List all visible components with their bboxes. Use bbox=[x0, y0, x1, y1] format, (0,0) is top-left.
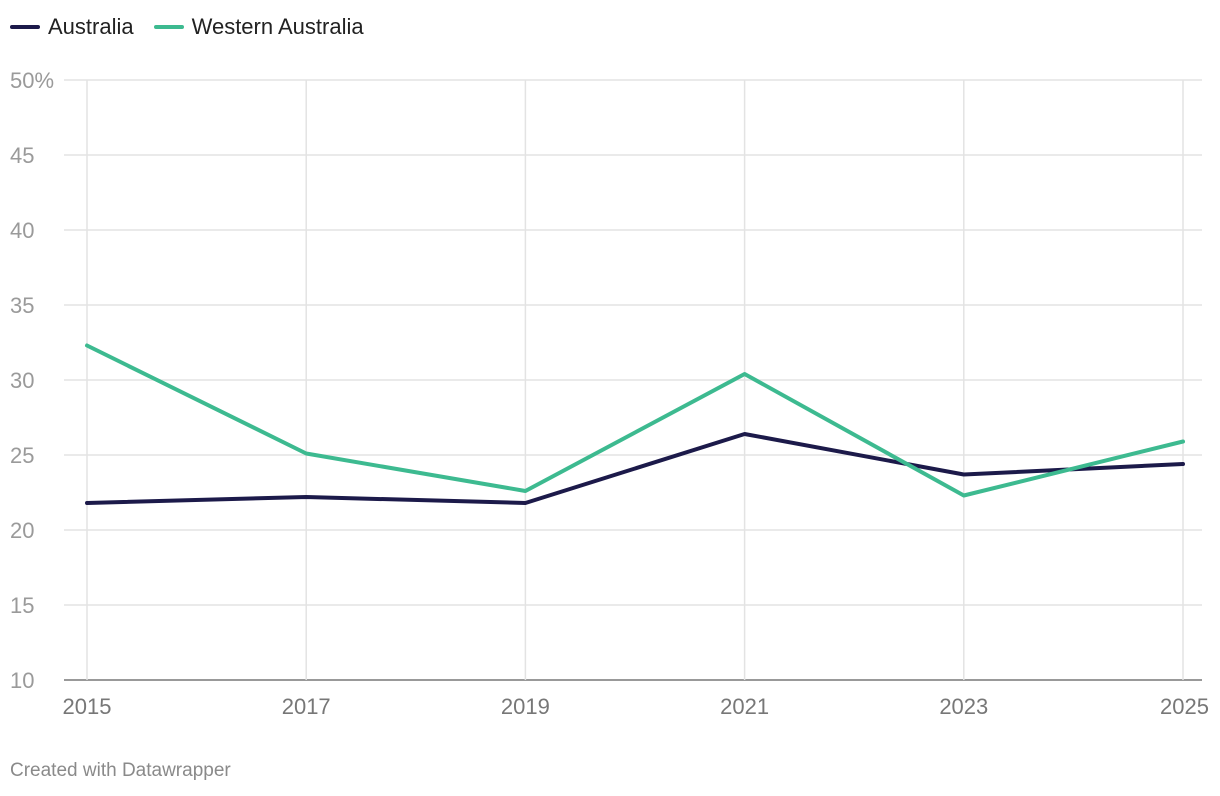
x-tick-label: 2023 bbox=[939, 694, 988, 719]
x-tick-label: 2017 bbox=[282, 694, 331, 719]
x-tick-label: 2019 bbox=[501, 694, 550, 719]
grid bbox=[64, 79, 1202, 681]
x-tick-label: 2021 bbox=[720, 694, 769, 719]
y-tick-label: 10 bbox=[10, 668, 34, 693]
legend-label-australia: Australia bbox=[48, 14, 134, 39]
x-tick-label: 2015 bbox=[63, 694, 112, 719]
x-axis-labels: 2015 2017 2019 2021 2023 2025 bbox=[63, 694, 1209, 719]
y-tick-label: 40 bbox=[10, 218, 34, 243]
y-tick-label: 35 bbox=[10, 293, 34, 318]
series-lines bbox=[85, 343, 1185, 505]
y-tick-label: 20 bbox=[10, 518, 34, 543]
legend: Australia Western Australia bbox=[10, 14, 384, 40]
y-tick-label: 45 bbox=[10, 143, 34, 168]
y-tick-label: 30 bbox=[10, 368, 34, 393]
y-axis-labels: 50% 45 40 35 30 25 20 15 10 bbox=[10, 68, 54, 693]
series-line-australia bbox=[85, 432, 1185, 505]
legend-swatch-western-australia bbox=[153, 25, 184, 29]
legend-item-australia: Australia bbox=[10, 14, 134, 40]
legend-item-western-australia: Western Australia bbox=[153, 14, 364, 40]
footer-credit: Created with Datawrapper bbox=[10, 760, 231, 781]
y-tick-label: 50% bbox=[10, 68, 54, 93]
series-line-western-australia bbox=[85, 343, 1185, 498]
legend-swatch-australia bbox=[10, 25, 40, 29]
legend-label-western-australia: Western Australia bbox=[191, 14, 364, 39]
x-tick-label: 2025 bbox=[1160, 694, 1209, 719]
y-tick-label: 25 bbox=[10, 443, 34, 468]
y-tick-label: 15 bbox=[10, 593, 34, 618]
